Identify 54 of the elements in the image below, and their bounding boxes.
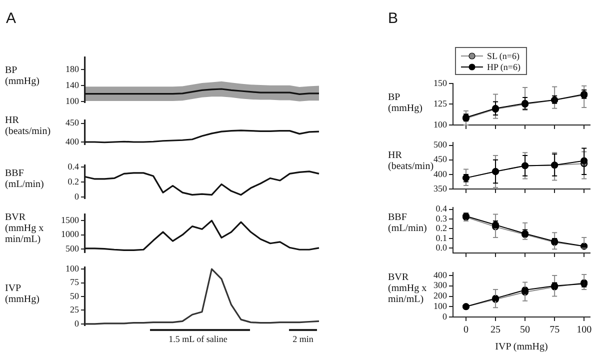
- y-tick-label: 100: [434, 300, 448, 311]
- y-tick-label: 350: [434, 183, 448, 194]
- y-tick-label: 180: [66, 64, 80, 74]
- y-tick-label: 0.2: [436, 223, 447, 234]
- legend-label: HP (n=6): [487, 62, 520, 72]
- y-tick-label: 140: [66, 80, 80, 90]
- text: 1.5 mL of saline: [168, 334, 228, 344]
- y-tick-label: 0.2: [68, 176, 79, 186]
- y-tick-label: 500: [66, 243, 80, 254]
- y-tick-label: 200: [434, 290, 448, 301]
- y-axis-title: HR (beats/min): [388, 150, 434, 172]
- y-tick-label: 1500: [61, 215, 80, 226]
- y-tick-label: 400: [434, 168, 448, 179]
- x-tick-label: 0: [463, 324, 468, 336]
- y-tick-label: 50: [70, 290, 80, 301]
- y-tick-label: 100: [66, 96, 80, 106]
- y-tick-label: 0.0: [436, 242, 448, 253]
- x-tick-label: 25: [490, 324, 501, 336]
- y-tick-label: 1000: [61, 229, 80, 240]
- text: 2 min: [292, 334, 314, 344]
- y-tick-label: 500: [434, 140, 448, 150]
- y-tick-label: 125: [434, 98, 448, 109]
- y-axis-title: BBF (mL/min): [388, 212, 428, 234]
- y-tick-label: 25: [70, 304, 80, 315]
- y-axis-title: BBF (mL/min): [5, 168, 45, 190]
- chart-title: B: [388, 10, 398, 27]
- y-axis-title: BVR (mmHg x min/mL): [388, 272, 428, 305]
- y-tick-label: 0.3: [436, 213, 448, 224]
- chart-title: A: [6, 10, 16, 27]
- y-tick-label: 0: [74, 191, 80, 202]
- x-axis-title: IVP (mmHg): [495, 342, 548, 353]
- y-tick-label: 0.1: [436, 232, 447, 243]
- y-axis-title: BP (mmHg): [388, 92, 424, 114]
- y-tick-label: 0: [74, 318, 80, 328]
- y-tick-label: 150: [434, 78, 448, 88]
- y-tick-label: 450: [66, 118, 80, 128]
- y-tick-label: 0: [442, 311, 448, 322]
- x-tick-label: 50: [520, 324, 530, 336]
- x-tick-label: 75: [550, 324, 560, 336]
- y-axis-title: IVP (mmHg): [5, 283, 40, 305]
- y-axis-title: BP (mmHg): [5, 65, 40, 87]
- y-axis-title: HR (beats/min): [5, 115, 51, 137]
- y-tick-label: 300: [434, 280, 448, 290]
- y-tick-label: 0.4: [436, 204, 448, 214]
- y-tick-label: 0.4: [68, 161, 80, 172]
- y-tick-label: 400: [66, 136, 80, 146]
- y-tick-label: 100: [434, 119, 448, 130]
- y-tick-label: 100: [66, 263, 80, 274]
- y-axis-title: BVR (mmHg x min/mL): [5, 212, 45, 245]
- x-tick-label: 100: [576, 324, 592, 336]
- y-tick-label: 450: [434, 154, 448, 164]
- y-tick-label: 400: [434, 270, 448, 280]
- legend-label: SL (n=6): [487, 50, 520, 60]
- y-tick-label: 75: [70, 277, 80, 288]
